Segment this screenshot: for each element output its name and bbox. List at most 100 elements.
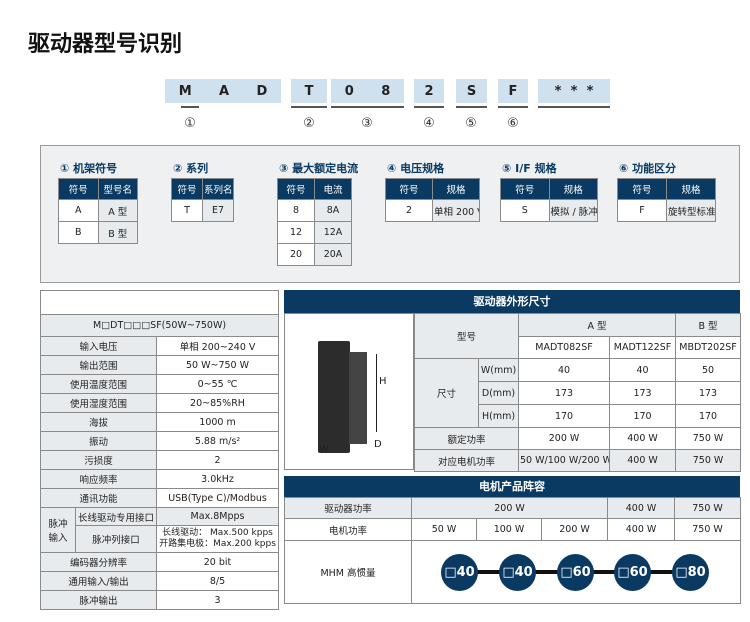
rated-value: 750 W [675, 427, 742, 450]
motor-value: 750 W [675, 449, 742, 472]
spec-value: 3.0kHz [155, 469, 280, 489]
spec-value: 1000 m [155, 412, 280, 432]
dim-value: 170 [675, 404, 742, 428]
model: MADT122SF [609, 336, 677, 359]
underline [456, 106, 487, 108]
table-cell: T [171, 199, 203, 222]
marker-5: ⑤ [465, 116, 477, 131]
code-char: 0 [344, 83, 354, 99]
table-cell: 20A [314, 243, 352, 266]
spec-value: Max.8Mpps [155, 507, 280, 526]
spec-value: 开路集电极：Max.200 kpps [159, 539, 276, 549]
spec-value: USB(Type C)/Modbus [155, 488, 280, 508]
table-cell: B [58, 221, 99, 244]
motor-power-label: 电机功率 [284, 518, 412, 541]
spec-title: 驱动器规格 [39, 290, 280, 315]
code-char: 8 [381, 83, 391, 99]
rated-value: 400 W [609, 427, 677, 450]
table-cell: 8A [314, 199, 352, 222]
marker-3: ③ [361, 116, 373, 131]
column-header: 符号 [385, 178, 433, 200]
spec-value: 单相 200~240 V [155, 336, 280, 356]
spec-label: 海拔 [40, 412, 157, 432]
spec-value: 长线驱动： Max.500 kpps [162, 528, 273, 538]
spec-label: 通用输入/输出 [40, 571, 157, 591]
spec-label: 使用湿度范围 [40, 393, 157, 413]
motor-power: 200 W [540, 518, 609, 541]
code-char: T [304, 83, 314, 99]
underline [414, 106, 444, 108]
flange-size-badge: □60 [614, 554, 651, 591]
rated-label: 额定功率 [413, 427, 520, 450]
spec-label: 脉冲列接口 [75, 525, 157, 553]
pulse-input-label: 脉冲 输入 [40, 507, 76, 553]
dim-value: 170 [609, 404, 677, 428]
dim-value: 173 [675, 381, 742, 405]
drive-power: 200 W [410, 497, 609, 519]
table-cell: 12A [314, 221, 352, 244]
h-dimension-line [376, 354, 377, 432]
code-char: * [554, 83, 562, 99]
code-table: 符号 规格 2 单相 200 V [385, 178, 480, 222]
spec-model: M□DT□□□SF(50W~750W) [39, 314, 280, 337]
table-cell: 12 [277, 221, 315, 244]
column-header: 型号名 [97, 178, 138, 200]
size-label: 尺寸 [414, 358, 479, 428]
underline [331, 106, 404, 108]
code-group-voltage: 2 [414, 79, 444, 103]
table-cell: 20 [277, 243, 315, 266]
driver-heatsink [349, 352, 367, 444]
code-table: 符号 规格 S 模拟 / 脉冲 [500, 178, 598, 222]
driver-image: H D W [284, 313, 414, 470]
marker-2: ② [303, 116, 315, 131]
motor-power: 50 W [411, 518, 477, 541]
dim-value: 173 [609, 381, 677, 405]
page-title: 驱动器型号识别 [28, 32, 183, 57]
motor-power: 400 W [607, 518, 676, 541]
underline [291, 106, 327, 108]
driver-body [318, 341, 350, 453]
spec-value: 8/5 [155, 571, 280, 591]
w-label: W [319, 444, 329, 455]
code-table: 符号 电流 8 8A 12 12A 20 20A [277, 178, 352, 266]
motor-label: 对应电机功率 [413, 449, 520, 472]
column-header: 符号 [58, 178, 99, 200]
spec-value: 3 [155, 590, 280, 610]
column-header: 规格 [666, 178, 716, 200]
code-table-title: ② 系列 [173, 162, 209, 175]
motor-value: 50 W/100 W/200 W [518, 449, 611, 472]
code-char: D [256, 83, 268, 99]
flange-size-badge: □60 [557, 554, 594, 591]
code-char: * [570, 83, 578, 99]
code-char: * [586, 83, 594, 99]
dim-value: 40 [518, 358, 611, 382]
spec-label: 输出范围 [40, 355, 157, 375]
code-group-suffix: * * * [538, 79, 610, 103]
code-table-title: ④ 电压规格 [387, 162, 445, 175]
marker-1: ① [184, 116, 196, 131]
spec-value: 20 bit [155, 552, 280, 572]
drive-power: 400 W [607, 497, 676, 519]
column-header: 电流 [314, 178, 352, 200]
table-cell: A [58, 199, 99, 222]
underline [181, 106, 199, 108]
table-cell: 模拟 / 脉冲 [548, 199, 598, 222]
column-header: 符号 [617, 178, 667, 200]
dim-value: 40 [609, 358, 677, 382]
table-cell: E7 [202, 199, 234, 222]
dims-title: 驱动器外形尺寸 [284, 290, 740, 313]
table-cell: 单相 200 V [432, 199, 480, 222]
table-cell: A 型 [97, 199, 138, 222]
dim-label: H(mm) [477, 404, 520, 428]
code-char: A [219, 83, 230, 99]
code-table-title: ① 机架符号 [60, 162, 118, 175]
code-char: 2 [424, 83, 434, 99]
column-header: 符号 [277, 178, 315, 200]
column-header: 符号 [500, 178, 550, 200]
spec-value: 0~55 ℃ [155, 374, 280, 394]
column-header: 系列名 [202, 178, 234, 200]
